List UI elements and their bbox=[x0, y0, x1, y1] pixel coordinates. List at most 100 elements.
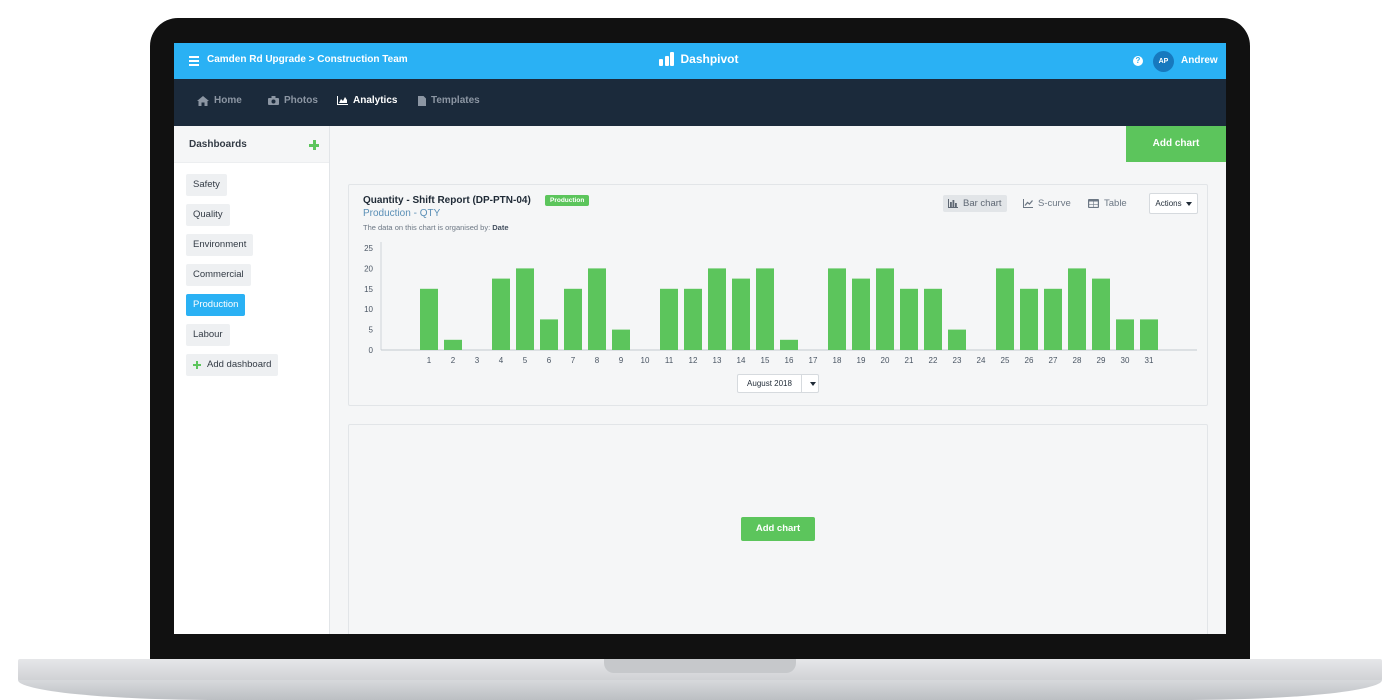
bar bbox=[1140, 319, 1158, 350]
chart-note-prefix: The data on this chart is organised by: bbox=[363, 223, 491, 232]
x-tick-label: 22 bbox=[929, 356, 938, 365]
x-tick-label: 13 bbox=[713, 356, 722, 365]
x-tick-label: 2 bbox=[451, 356, 456, 365]
bar bbox=[996, 268, 1014, 350]
bar bbox=[900, 288, 918, 350]
x-tick-label: 9 bbox=[619, 356, 624, 365]
actions-dropdown[interactable]: Actions bbox=[1149, 193, 1198, 214]
breadcrumb[interactable]: Camden Rd Upgrade > Construction Team bbox=[207, 54, 408, 65]
bar bbox=[1092, 278, 1110, 350]
laptop-notch bbox=[604, 659, 796, 673]
nav-item-label: Analytics bbox=[353, 95, 398, 106]
avatar[interactable]: AP bbox=[1153, 51, 1174, 72]
logo-text: Dashpivot bbox=[680, 52, 739, 66]
nav-item-photos[interactable]: Photos bbox=[268, 95, 318, 106]
chart-card: Quantity - Shift Report (DP-PTN-04) Prod… bbox=[348, 184, 1208, 406]
bar bbox=[828, 268, 846, 350]
s-curve-view-button[interactable]: S-curve bbox=[1018, 195, 1076, 212]
bar bbox=[780, 339, 798, 350]
add-dashboard-button[interactable]: Add dashboard bbox=[186, 354, 279, 376]
bar bbox=[492, 278, 510, 350]
month-select[interactable]: August 2018 bbox=[737, 374, 819, 393]
bar bbox=[732, 278, 750, 350]
table-view-button[interactable]: Table bbox=[1083, 195, 1132, 212]
x-tick-label: 3 bbox=[475, 356, 480, 365]
x-tick-label: 18 bbox=[833, 356, 842, 365]
x-tick-label: 20 bbox=[881, 356, 890, 365]
view-label: Table bbox=[1104, 198, 1127, 209]
nav-item-label: Photos bbox=[284, 95, 318, 106]
add-chart-button[interactable]: Add chart bbox=[1126, 126, 1226, 162]
help-icon[interactable]: ? bbox=[1133, 56, 1143, 66]
y-tick-label: 10 bbox=[364, 305, 373, 314]
bar bbox=[444, 339, 462, 350]
x-tick-label: 24 bbox=[977, 356, 986, 365]
x-tick-label: 17 bbox=[809, 356, 818, 365]
bar bbox=[948, 329, 966, 350]
file-icon bbox=[418, 95, 426, 106]
x-tick-label: 30 bbox=[1121, 356, 1130, 365]
y-tick-label: 25 bbox=[364, 244, 373, 253]
sidebar-item-labour[interactable]: Labour bbox=[186, 324, 230, 346]
user-name[interactable]: Andrew bbox=[1181, 55, 1218, 66]
x-tick-label: 29 bbox=[1097, 356, 1106, 365]
y-tick-label: 0 bbox=[369, 346, 374, 355]
chart-subtitle: Production - QTY bbox=[363, 208, 441, 219]
x-tick-label: 10 bbox=[641, 356, 650, 365]
chevron-down-icon[interactable] bbox=[801, 375, 819, 392]
main-nav: Home Photos Analytics Templates bbox=[174, 79, 1226, 126]
top-bar: Camden Rd Upgrade > Construction Team Da… bbox=[174, 43, 1226, 79]
bar bbox=[876, 268, 894, 350]
actions-label: Actions bbox=[1155, 199, 1182, 208]
view-label: Bar chart bbox=[963, 198, 1002, 209]
hamburger-menu-icon[interactable] bbox=[189, 56, 199, 66]
empty-chart-card: Add chart bbox=[348, 424, 1208, 634]
app-logo[interactable]: Dashpivot bbox=[659, 52, 739, 66]
bar bbox=[852, 278, 870, 350]
sidebar-title: Dashboards bbox=[189, 139, 247, 150]
y-tick-label: 5 bbox=[369, 326, 374, 335]
y-tick-label: 20 bbox=[364, 264, 373, 273]
sidebar-item-production[interactable]: Production bbox=[186, 294, 246, 316]
status-badge: Production bbox=[545, 195, 590, 206]
logo-bars-icon bbox=[659, 52, 676, 66]
add-dashboard-plus-icon[interactable] bbox=[309, 140, 319, 150]
x-tick-label: 21 bbox=[905, 356, 914, 365]
x-tick-label: 7 bbox=[571, 356, 576, 365]
bar bbox=[564, 288, 582, 350]
x-tick-label: 31 bbox=[1145, 356, 1154, 365]
bar bbox=[588, 268, 606, 350]
x-tick-label: 8 bbox=[595, 356, 600, 365]
x-tick-label: 26 bbox=[1025, 356, 1034, 365]
nav-item-home[interactable]: Home bbox=[197, 95, 242, 106]
add-chart-button-center[interactable]: Add chart bbox=[741, 517, 815, 541]
bar bbox=[1020, 288, 1038, 350]
sidebar-item-commercial[interactable]: Commercial bbox=[186, 264, 251, 286]
month-select-value: August 2018 bbox=[747, 379, 792, 388]
nav-item-analytics[interactable]: Analytics bbox=[337, 95, 397, 106]
app-screen: Camden Rd Upgrade > Construction Team Da… bbox=[174, 43, 1226, 634]
bar-chart-view-button[interactable]: Bar chart bbox=[943, 195, 1007, 212]
bar bbox=[1044, 288, 1062, 350]
x-tick-label: 1 bbox=[427, 356, 432, 365]
sidebar-item-environment[interactable]: Environment bbox=[186, 234, 254, 256]
bar bbox=[612, 329, 630, 350]
view-label: S-curve bbox=[1038, 198, 1071, 209]
nav-item-label: Templates bbox=[431, 95, 480, 106]
x-tick-label: 6 bbox=[547, 356, 552, 365]
laptop-base-bottom bbox=[18, 680, 1382, 700]
bar bbox=[708, 268, 726, 350]
chart-note-value: Date bbox=[492, 223, 509, 232]
sidebar-item-safety[interactable]: Safety bbox=[186, 174, 227, 196]
x-tick-label: 28 bbox=[1073, 356, 1082, 365]
sidebar-item-quality[interactable]: Quality bbox=[186, 204, 230, 226]
bar bbox=[516, 268, 534, 350]
x-tick-label: 12 bbox=[689, 356, 698, 365]
nav-item-templates[interactable]: Templates bbox=[418, 95, 480, 106]
x-tick-label: 16 bbox=[785, 356, 794, 365]
bar-chart-icon bbox=[948, 199, 958, 208]
chart-note: The data on this chart is organised by: … bbox=[363, 223, 509, 232]
chart-title: Quantity - Shift Report (DP-PTN-04) bbox=[363, 195, 531, 206]
x-tick-label: 5 bbox=[523, 356, 528, 365]
